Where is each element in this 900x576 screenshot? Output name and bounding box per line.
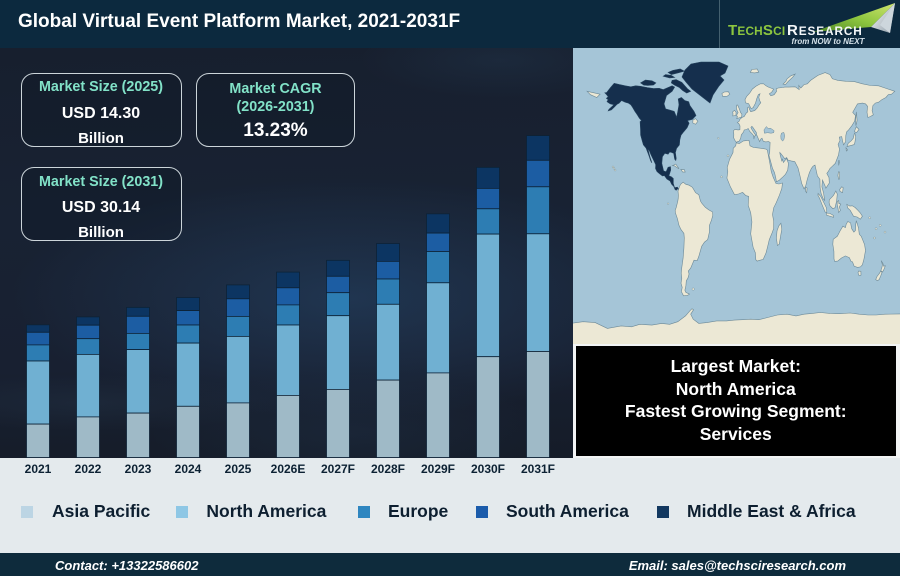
svg-text:TECHSCI: TECHSCI — [728, 22, 785, 39]
svg-text:from NOW to NEXT: from NOW to NEXT — [792, 37, 866, 46]
svg-text:RESEARCH: RESEARCH — [787, 22, 863, 39]
